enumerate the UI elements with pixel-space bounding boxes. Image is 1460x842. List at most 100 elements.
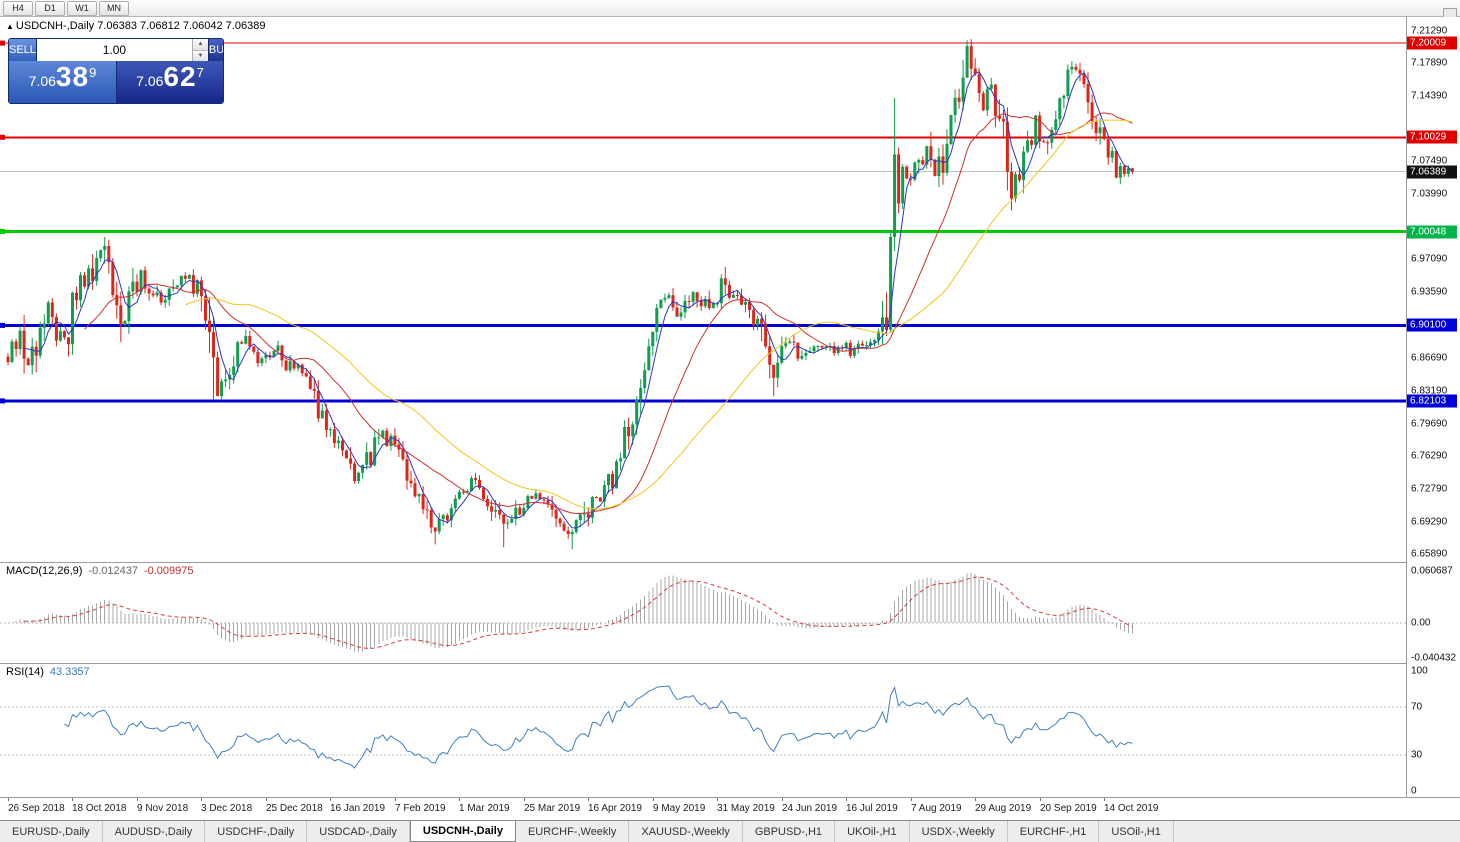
macd-axis-tick: -0.040432 [1411, 652, 1457, 664]
sell-price-panel[interactable]: 7.06 38 9 [9, 61, 116, 103]
macd-axis-tick: 0.060687 [1411, 565, 1453, 577]
time-axis-label: 1 Mar 2019 [459, 803, 510, 814]
time-axis-label: 26 Sep 2018 [8, 803, 65, 814]
volume-increase-button[interactable]: ▲ [192, 39, 208, 50]
chart-tab-eurchf[interactable]: EURCHF-,H1 [1008, 821, 1100, 842]
time-axis-label: 14 Oct 2019 [1104, 803, 1159, 814]
time-axis-label: 16 Jan 2019 [330, 803, 386, 814]
chart-tab-usoil[interactable]: USOil-,H1 [1099, 821, 1174, 842]
direction-up-icon: ▲ [6, 22, 14, 31]
chart-tab-ukoil[interactable]: UKOil-,H1 [835, 821, 910, 842]
rsi-axis-tick: 100 [1411, 665, 1428, 677]
macd-signal-value: -0.009975 [143, 565, 194, 577]
time-axis-label: 9 Nov 2018 [137, 803, 189, 814]
candlestick-chart[interactable] [0, 17, 1406, 797]
chart-tab-usdcnh[interactable]: USDCNH-,Daily [409, 821, 516, 842]
chart-tab-eurchf[interactable]: EURCHF-,Weekly [516, 821, 630, 842]
ohlc-values: 7.06383 7.06812 7.06042 7.06389 [97, 20, 266, 32]
price-axis-tick: 7.03990 [1411, 188, 1448, 200]
chart-tab-usdx[interactable]: USDX-,Weekly [910, 821, 1008, 842]
timeframe-toolbar: H4 D1 W1 MN [0, 0, 1460, 17]
chart-tab-bar: EURUSD-,Daily AUDUSD-,Daily USDCHF-,Daily U… [0, 820, 1460, 842]
buy-price-sup: 7 [196, 65, 204, 80]
price-axis-tick: 6.65890 [1411, 548, 1448, 560]
volume-box: ▲ ▼ [35, 39, 209, 61]
panel-separator-macd[interactable] [0, 562, 1460, 563]
time-axis-tick [201, 798, 202, 801]
sell-price-big: 38 [55, 61, 90, 92]
price-axis-tick: 6.79690 [1411, 418, 1448, 430]
price-axis-tick: 6.83190 [1411, 385, 1448, 397]
price-axis-tick: 7.17890 [1411, 57, 1448, 69]
chart-tab-xauusd[interactable]: XAUUSD-,Weekly [629, 821, 743, 842]
price-axis-separator [1406, 17, 1407, 797]
time-axis-tick [1040, 798, 1041, 801]
price-axis-badge: 7.06389 [1407, 165, 1457, 179]
time-axis-tick [524, 798, 525, 801]
macd-title: MACD(12,26,9) [6, 565, 83, 577]
time-axis-label: 16 Apr 2019 [588, 803, 642, 814]
timeframe-button-h4[interactable]: H4 [3, 0, 33, 16]
price-axis[interactable]: 7.21290 7.17890 7.14390 7.07490 7.03990 6.970… [1407, 17, 1460, 797]
time-axis-tick [846, 798, 847, 801]
price-axis-badge: 7.20009 [1407, 36, 1457, 50]
time-axis-label: 18 Oct 2018 [72, 803, 127, 814]
chart-tab-audusd[interactable]: AUDUSD-,Daily [103, 821, 206, 842]
time-axis[interactable]: 26 Sep 2018 18 Oct 2018 9 Nov 2018 3 Dec 20… [0, 798, 1406, 820]
chart-symbol-header: ▲ USDCNH-,Daily 7.06383 7.06812 7.06042 7… [6, 20, 265, 32]
time-axis-tick [8, 798, 9, 801]
rsi-axis-tick: 70 [1411, 701, 1423, 713]
price-axis-tick: 6.72790 [1411, 483, 1448, 495]
price-axis-tick: 6.97090 [1411, 253, 1448, 265]
timeframe-button-d1[interactable]: D1 [35, 0, 65, 16]
chart-tab-gbpusd[interactable]: GBPUSD-,H1 [743, 821, 836, 842]
macd-header: MACD(12,26,9) -0.012437 -0.009975 [6, 565, 194, 577]
time-axis-tick [975, 798, 976, 801]
time-axis-label: 25 Dec 2018 [266, 803, 323, 814]
rsi-header: RSI(14) 43.3357 [6, 666, 90, 678]
time-axis-label: 31 May 2019 [717, 803, 775, 814]
timeframe-button-mn[interactable]: MN [99, 0, 129, 16]
chart-tab-eurusd[interactable]: EURUSD-,Daily [0, 821, 103, 842]
sell-price-prefix: 7.06 [28, 73, 56, 89]
time-axis-tick [72, 798, 73, 801]
time-axis-label: 24 Jun 2019 [782, 803, 838, 814]
time-axis-tick [395, 798, 396, 801]
time-axis-tick [266, 798, 267, 801]
time-axis-tick [717, 798, 718, 801]
price-axis-tick: 7.14390 [1411, 90, 1448, 102]
time-axis-tick [588, 798, 589, 801]
buy-button[interactable]: BUY [208, 39, 223, 61]
time-axis-label: 7 Aug 2019 [911, 803, 962, 814]
panel-separator-rsi[interactable] [0, 663, 1460, 664]
price-axis-badge: 7.10029 [1407, 130, 1457, 144]
macd-main-value: -0.012437 [88, 565, 138, 577]
time-axis-label: 20 Sep 2019 [1040, 803, 1097, 814]
price-axis-badge: 7.00048 [1407, 225, 1457, 238]
volume-decrease-button[interactable]: ▼ [192, 49, 208, 61]
time-axis-label: 16 Jul 2019 [846, 803, 898, 814]
time-axis-tick [1104, 798, 1105, 801]
rsi-axis-tick: 30 [1411, 749, 1423, 761]
buy-price-big: 62 [163, 61, 197, 92]
price-axis-tick: 7.07490 [1411, 155, 1448, 167]
rsi-title: RSI(14) [6, 666, 44, 678]
time-axis-tick [653, 798, 654, 801]
price-axis-tick: 6.93590 [1411, 286, 1448, 298]
symbol-title: USDCNH-,Daily [15, 20, 95, 32]
time-axis-label: 7 Feb 2019 [395, 803, 446, 814]
price-axis-tick: 6.76290 [1411, 450, 1448, 462]
price-axis-tick: 6.69290 [1411, 516, 1448, 528]
timeframe-button-w1[interactable]: W1 [67, 0, 97, 16]
time-axis-tick [459, 798, 460, 801]
sell-button[interactable]: SELL [9, 39, 36, 61]
chart-tab-usdchf[interactable]: USDCHF-,Daily [205, 821, 308, 842]
buy-price-panel[interactable]: 7.06 62 7 [116, 61, 223, 103]
price-axis-badge: 6.90100 [1407, 318, 1457, 332]
volume-input[interactable] [36, 39, 192, 61]
chart-tab-usdcad[interactable]: USDCAD-,Daily [307, 821, 410, 842]
rsi-value: 43.3357 [49, 666, 90, 678]
time-axis-tick [330, 798, 331, 801]
